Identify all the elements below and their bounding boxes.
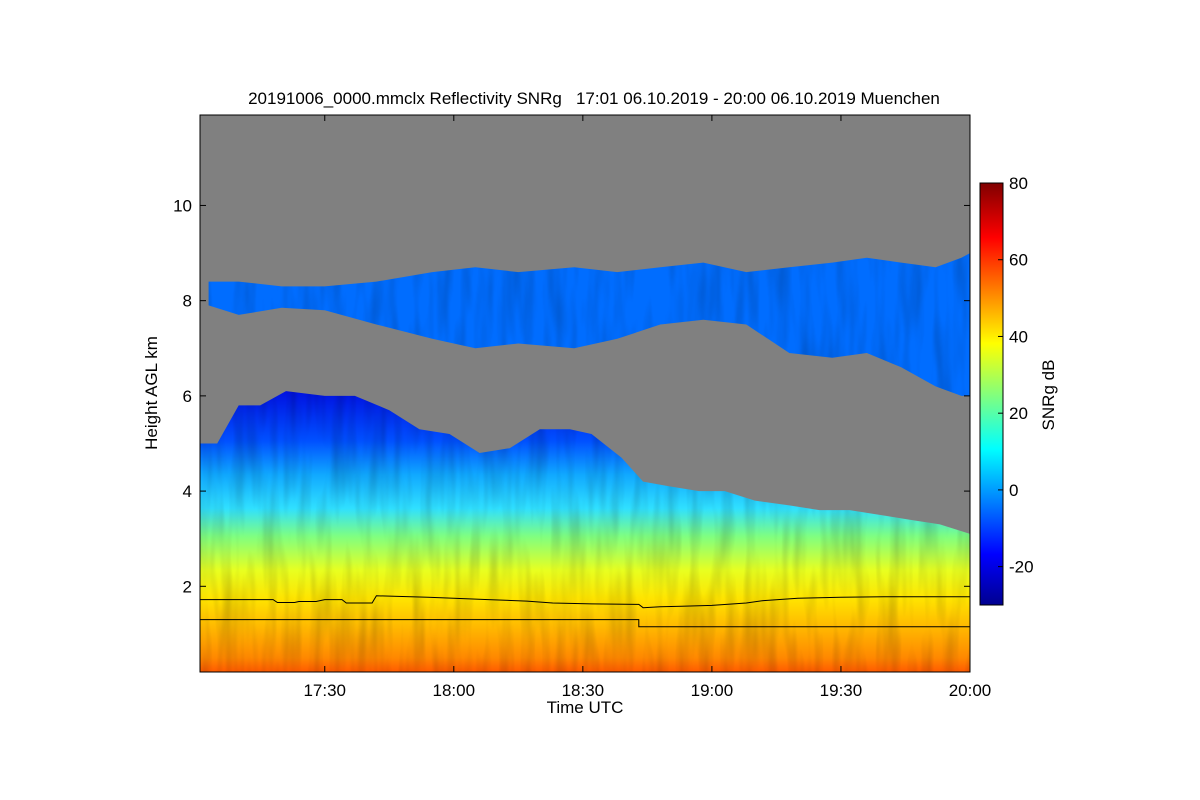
y-tick-label: 6 [183, 387, 192, 406]
plot-frame [199, 114, 971, 673]
y-tick-label: 8 [183, 292, 192, 311]
line-upper [200, 595, 970, 609]
upper-cloud-texture [208, 253, 970, 396]
colorbar-tick-label: -20 [1009, 558, 1034, 577]
x-tick-label: 18:30 [562, 681, 605, 700]
lower-cloud-texture [200, 391, 970, 672]
y-tick-label: 10 [173, 196, 192, 215]
colorbar-ticks: 80 60 40 20 0 -20 [998, 174, 1034, 577]
colorbar-label: SNRg dB [1039, 360, 1058, 431]
y-tick-label: 4 [183, 482, 192, 501]
line-lower [200, 619, 970, 628]
colorbar-tick-label: 80 [1009, 174, 1028, 193]
cloud-layers [200, 253, 970, 672]
colorbar-tick-label: 60 [1009, 251, 1028, 270]
y-tick-label: 2 [183, 577, 192, 596]
x-axis: 17:30 18:00 18:30 19:00 19:30 20:00 [303, 115, 991, 700]
colorbar-tick-label: 0 [1009, 481, 1018, 500]
x-tick-label: 18:00 [433, 681, 476, 700]
colorbar-gradient [979, 182, 1004, 606]
colorbar-tick-label: 20 [1009, 404, 1028, 423]
x-tick-label: 19:00 [691, 681, 734, 700]
colorbar: 80 60 40 20 0 -20 SNRg dB [979, 174, 1058, 606]
y-axis-label: Height AGL km [142, 336, 161, 450]
x-tick-label: 17:30 [303, 681, 346, 700]
x-tick-label: 19:30 [820, 681, 863, 700]
x-tick-label: 20:00 [949, 681, 992, 700]
plot-area [200, 115, 970, 672]
y-axis: 2 4 6 8 10 [173, 196, 970, 596]
chart-title: 20191006_0000.mmclx Reflectivity SNRg 17… [248, 89, 940, 108]
colorbar-tick-label: 40 [1009, 327, 1028, 346]
x-axis-label: Time UTC [547, 698, 624, 717]
